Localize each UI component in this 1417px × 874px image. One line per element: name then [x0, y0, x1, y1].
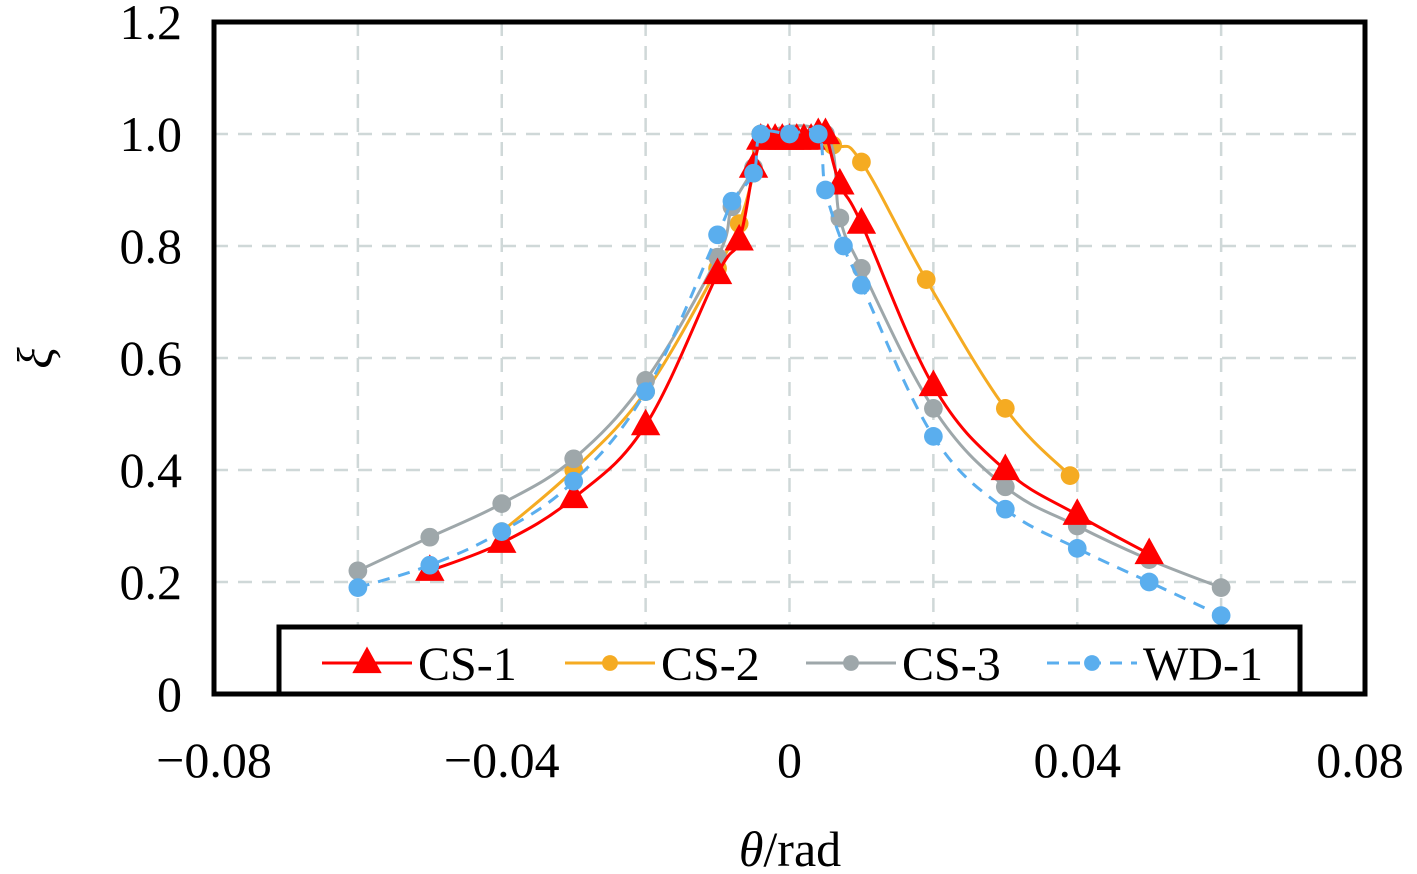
data-point — [636, 382, 655, 401]
data-point — [492, 494, 512, 513]
data-point — [420, 555, 440, 575]
data-point — [1067, 539, 1087, 558]
series-line — [500, 131, 1072, 533]
x-axis-label-unit: /rad — [763, 821, 841, 874]
legend: CS-1 CS-2 CS-3 WD-1 — [276, 624, 1303, 697]
data-point — [722, 191, 742, 211]
legend-marker — [352, 646, 382, 674]
data-point — [916, 270, 936, 289]
legend-label: WD-1 — [1143, 638, 1263, 691]
data-point — [630, 408, 661, 436]
data-point — [492, 522, 512, 541]
legend-item-cs-2: CS-2 — [565, 638, 760, 691]
data-point — [834, 236, 853, 256]
data-point — [1139, 572, 1159, 592]
series-layer — [348, 117, 1231, 625]
legend-marker — [843, 655, 859, 671]
x-tick-label: 0.04 — [1034, 732, 1122, 788]
data-point — [1134, 537, 1164, 565]
data-point — [744, 163, 763, 183]
x-tick-label: −0.04 — [444, 732, 560, 788]
data-point — [708, 247, 727, 267]
data-point — [808, 124, 828, 144]
data-point — [558, 481, 589, 509]
x-axis-label-symbol: θ — [739, 821, 764, 874]
x-axis-label: θ/rad — [739, 821, 841, 874]
x-tick-label: 0.08 — [1316, 732, 1404, 788]
y-tick-label: 1.0 — [120, 106, 183, 162]
data-point — [348, 561, 368, 581]
data-point — [702, 257, 733, 285]
legend-label: CS-1 — [418, 638, 517, 691]
data-point — [1211, 606, 1231, 625]
legend-marker — [602, 655, 618, 671]
data-point — [420, 527, 440, 547]
y-tick-label: 0.4 — [120, 442, 183, 498]
data-point — [816, 180, 835, 200]
data-point — [995, 499, 1015, 519]
data-point — [724, 223, 754, 251]
data-point — [348, 578, 368, 597]
data-point — [751, 124, 771, 144]
y-tick-label: 0.2 — [120, 554, 183, 610]
legend-item-cs-3: CS-3 — [806, 638, 1001, 691]
data-point — [918, 369, 949, 397]
data-point — [924, 427, 943, 446]
data-point — [708, 225, 727, 245]
legend-item-wd-1: WD-1 — [1047, 638, 1263, 691]
x-tick-label: 0 — [777, 732, 802, 788]
x-axis-ticks: −0.08 −0.04 0 0.04 0.08 — [156, 732, 1404, 788]
data-point — [990, 453, 1021, 481]
data-point — [852, 152, 871, 172]
y-tick-label: 1.2 — [120, 0, 183, 50]
data-point — [995, 477, 1015, 497]
data-point — [995, 399, 1015, 418]
y-tick-label: 0.6 — [120, 330, 183, 386]
y-axis-label: ξ — [6, 347, 62, 369]
y-axis-ticks: 0 0.2 0.4 0.6 0.8 1.0 1.2 — [120, 0, 183, 722]
grid-layer — [214, 22, 1365, 694]
y-tick-label: 0.8 — [120, 218, 183, 274]
data-point — [1060, 466, 1080, 485]
data-point — [830, 208, 850, 228]
data-point — [1062, 498, 1092, 525]
y-tick-label: 0 — [157, 666, 182, 722]
data-point — [1211, 578, 1231, 597]
legend-label: CS-3 — [902, 638, 1001, 691]
data-point — [564, 449, 584, 469]
data-point — [564, 471, 584, 491]
data-point — [852, 275, 871, 295]
data-point — [846, 207, 877, 234]
legend-label: CS-2 — [661, 638, 760, 691]
legend-marker — [1084, 655, 1100, 671]
x-tick-label: −0.08 — [156, 732, 272, 788]
data-point — [780, 124, 799, 144]
series-wd-1 — [348, 124, 1231, 625]
legend-box — [276, 624, 1303, 697]
data-point — [924, 399, 943, 418]
legend-item-cs-1: CS-1 — [322, 638, 517, 691]
